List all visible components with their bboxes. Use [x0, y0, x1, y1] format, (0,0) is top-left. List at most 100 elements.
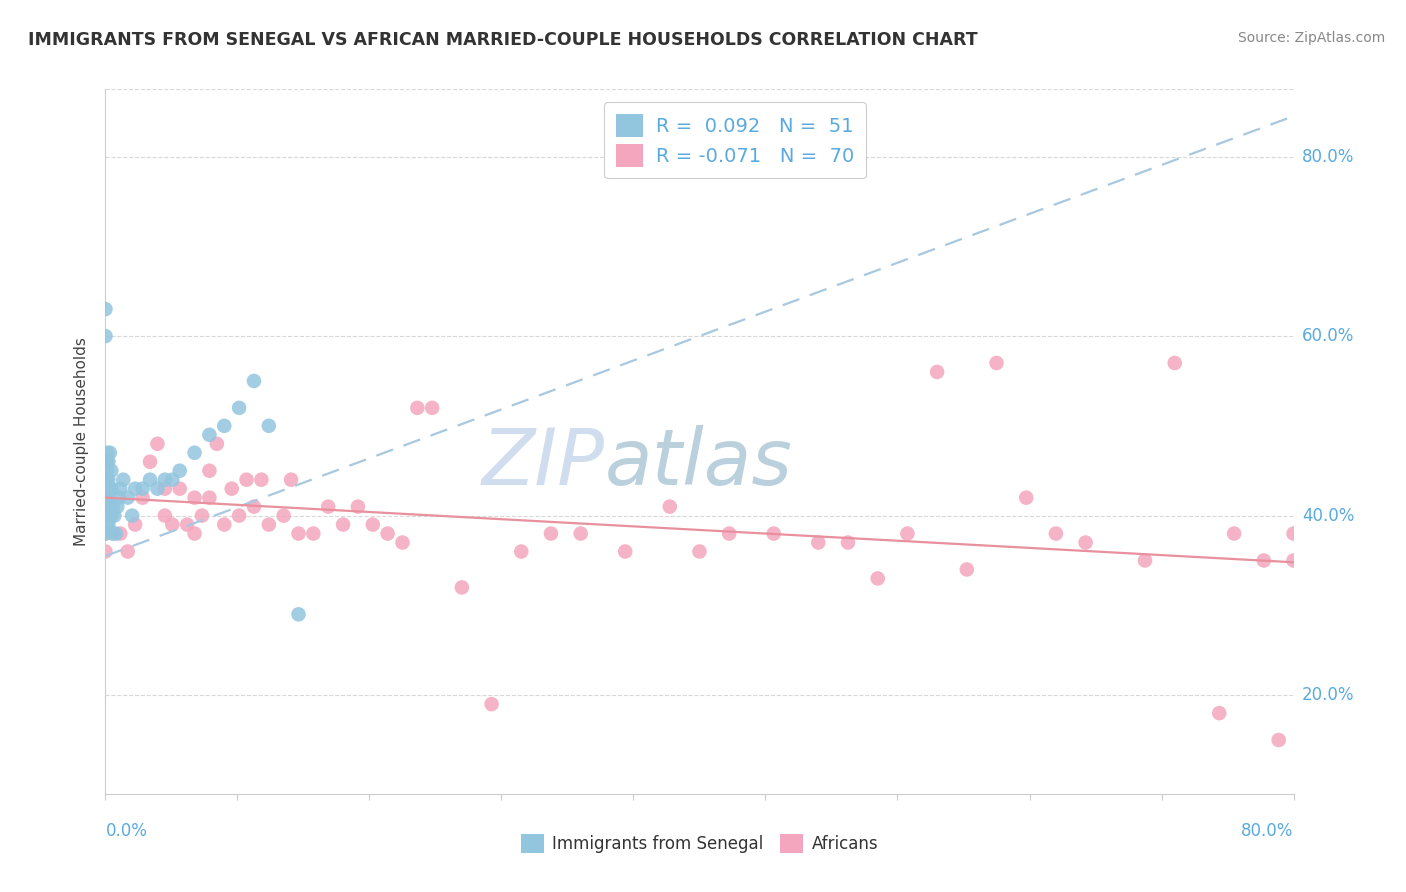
- Text: 20.0%: 20.0%: [1302, 686, 1354, 704]
- Point: [250, 473, 273, 487]
- Point: [243, 374, 266, 388]
- Point: [198, 427, 221, 442]
- Point: [124, 482, 146, 496]
- Point: [243, 500, 266, 514]
- Text: 40.0%: 40.0%: [1302, 507, 1354, 524]
- Point: [96, 517, 118, 532]
- Point: [228, 508, 250, 523]
- Point: [98, 500, 121, 514]
- Point: [1282, 553, 1305, 567]
- Point: [96, 455, 118, 469]
- Point: [103, 508, 125, 523]
- Point: [273, 508, 295, 523]
- Point: [302, 526, 325, 541]
- Point: [1015, 491, 1038, 505]
- Point: [98, 446, 121, 460]
- Point: [105, 500, 128, 514]
- Text: 80.0%: 80.0%: [1302, 147, 1354, 166]
- Point: [228, 401, 250, 415]
- Text: 0.0%: 0.0%: [105, 822, 148, 839]
- Text: Source: ZipAtlas.com: Source: ZipAtlas.com: [1237, 31, 1385, 45]
- Point: [866, 571, 889, 585]
- Point: [162, 517, 184, 532]
- Point: [198, 491, 221, 505]
- Y-axis label: Married-couple Households: Married-couple Households: [75, 337, 90, 546]
- Point: [100, 482, 122, 496]
- Point: [287, 526, 309, 541]
- Point: [97, 473, 120, 487]
- Point: [1074, 535, 1097, 549]
- Point: [1253, 553, 1275, 567]
- Text: 60.0%: 60.0%: [1302, 327, 1354, 345]
- Point: [658, 500, 681, 514]
- Point: [420, 401, 443, 415]
- Point: [94, 302, 117, 317]
- Point: [896, 526, 918, 541]
- Point: [257, 418, 280, 433]
- Point: [569, 526, 592, 541]
- Point: [718, 526, 741, 541]
- Point: [183, 526, 205, 541]
- Point: [510, 544, 533, 558]
- Point: [347, 500, 370, 514]
- Point: [94, 508, 117, 523]
- Point: [183, 446, 205, 460]
- Text: ZIP: ZIP: [481, 425, 605, 500]
- Point: [176, 517, 198, 532]
- Point: [124, 517, 146, 532]
- Point: [221, 482, 243, 496]
- Point: [96, 473, 118, 487]
- Point: [956, 562, 979, 576]
- Point: [94, 464, 117, 478]
- Point: [110, 526, 132, 541]
- Legend: Immigrants from Senegal, Africans: Immigrants from Senegal, Africans: [513, 827, 886, 860]
- Point: [94, 508, 117, 523]
- Point: [94, 491, 117, 505]
- Point: [96, 464, 118, 478]
- Point: [94, 526, 117, 541]
- Point: [108, 491, 131, 505]
- Point: [214, 517, 236, 532]
- Point: [97, 491, 120, 505]
- Point: [183, 491, 205, 505]
- Point: [316, 500, 339, 514]
- Point: [121, 508, 143, 523]
- Point: [450, 581, 472, 595]
- Point: [332, 517, 354, 532]
- Point: [927, 365, 949, 379]
- Point: [98, 482, 121, 496]
- Point: [146, 437, 169, 451]
- Point: [117, 491, 139, 505]
- Point: [614, 544, 637, 558]
- Point: [94, 455, 117, 469]
- Point: [94, 491, 117, 505]
- Point: [153, 473, 176, 487]
- Point: [377, 526, 399, 541]
- Point: [94, 329, 117, 343]
- Point: [807, 535, 830, 549]
- Point: [361, 517, 384, 532]
- Point: [94, 526, 117, 541]
- Point: [169, 482, 191, 496]
- Point: [112, 473, 135, 487]
- Point: [153, 508, 176, 523]
- Point: [1282, 526, 1305, 541]
- Point: [153, 482, 176, 496]
- Point: [198, 464, 221, 478]
- Point: [97, 517, 120, 532]
- Point: [117, 544, 139, 558]
- Point: [406, 401, 429, 415]
- Point: [235, 473, 257, 487]
- Point: [762, 526, 785, 541]
- Point: [131, 491, 153, 505]
- Point: [97, 455, 120, 469]
- Point: [280, 473, 302, 487]
- Point: [205, 437, 228, 451]
- Point: [94, 455, 117, 469]
- Point: [162, 473, 184, 487]
- Point: [96, 446, 118, 460]
- Point: [214, 418, 236, 433]
- Point: [391, 535, 413, 549]
- Point: [1133, 553, 1156, 567]
- Point: [100, 464, 122, 478]
